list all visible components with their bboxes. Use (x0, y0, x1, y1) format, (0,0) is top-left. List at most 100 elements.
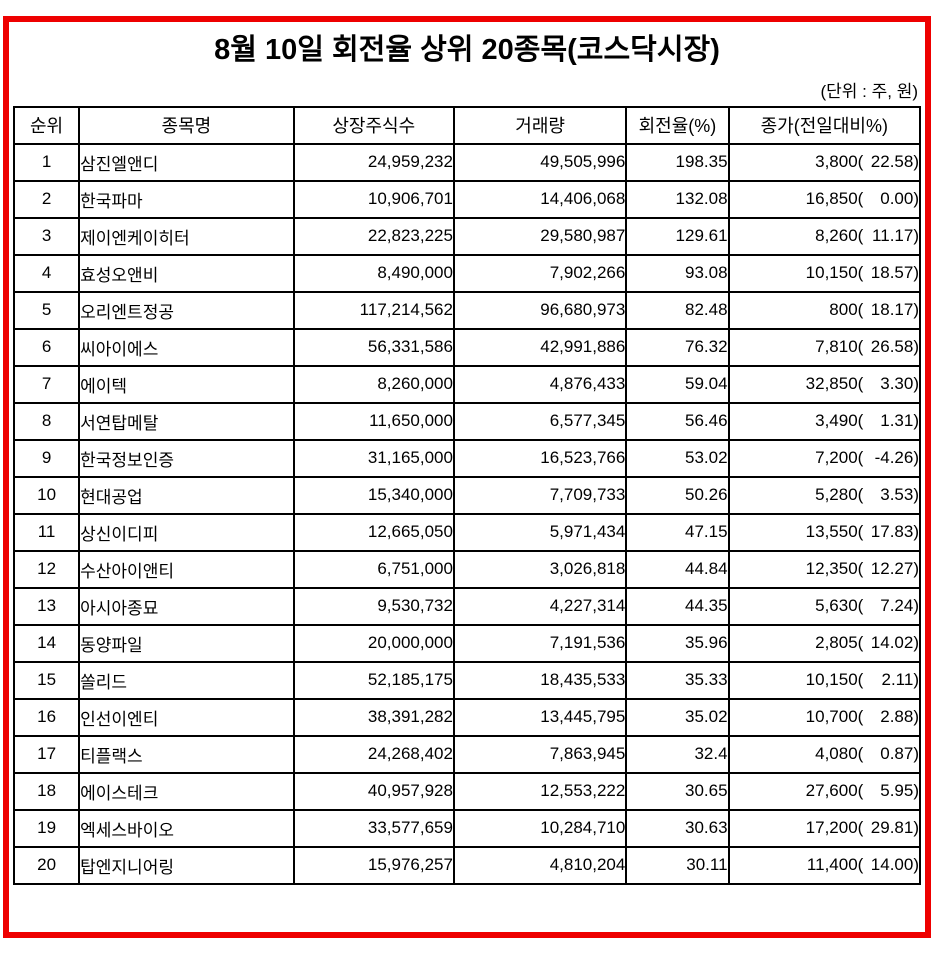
rank-cell: 11 (12, 512, 81, 552)
shares-cell: 33,577,659 (292, 808, 455, 848)
change-pct: 0.87 (880, 744, 914, 764)
table-row: 13 아시아종묘 9,530,732 4,227,314 44.35 5,630(7.24… (12, 586, 922, 626)
turnover-cell: 82.48 (625, 290, 730, 330)
turnover-cell: 53.02 (625, 438, 730, 478)
turnover-table: 순위 종목명 상장주식수 거래량 회전율(%) 종가(전일대비%) 1 삼진엘앤디… (12, 105, 922, 885)
report-frame: 8월 10일 회전율 상위 20종목(코스닥시장) (단위 : 주, 원) 순위… (3, 16, 931, 938)
turnover-cell: 30.11 (625, 845, 730, 885)
rank-cell: 5 (12, 290, 81, 330)
rank-cell: 16 (12, 697, 81, 737)
close-cell: 7,810(26.58) (727, 327, 922, 367)
rank-cell: 4 (12, 253, 81, 293)
close-cell: 5,280(3.53) (727, 475, 922, 515)
change-pct: 14.00 (870, 855, 914, 875)
change-pct: 2.88 (880, 707, 914, 727)
close-cell: 11,400(14.00) (727, 845, 922, 885)
change-pct: 22.58 (870, 152, 914, 172)
volume-cell: 18,435,533 (452, 660, 628, 700)
volume-cell: 7,863,945 (452, 734, 628, 774)
shares-cell: 10,906,701 (292, 179, 455, 219)
table-row: 14 동양파일 20,000,000 7,191,536 35.96 2,805(14.0… (12, 623, 922, 663)
name-cell: 상신이디피 (78, 512, 295, 552)
volume-cell: 7,709,733 (452, 475, 628, 515)
volume-cell: 7,191,536 (452, 623, 628, 663)
shares-cell: 11,650,000 (292, 401, 455, 441)
shares-cell: 8,490,000 (292, 253, 455, 293)
name-cell: 탑엔지니어링 (78, 845, 295, 885)
rank-cell: 9 (12, 438, 81, 478)
rank-cell: 2 (12, 179, 81, 219)
table-row: 19 엑세스바이오 33,577,659 10,284,710 30.63 17,200(… (12, 808, 922, 848)
volume-cell: 10,284,710 (452, 808, 628, 848)
rank-cell: 20 (12, 845, 81, 885)
volume-cell: 5,971,434 (452, 512, 628, 552)
table-row: 9 한국정보인증 31,165,000 16,523,766 53.02 7,200(-4… (12, 438, 922, 478)
close-cell: 3,490(1.31) (727, 401, 922, 441)
turnover-cell: 35.96 (625, 623, 730, 663)
volume-cell: 7,902,266 (452, 253, 628, 293)
page-title: 8월 10일 회전율 상위 20종목(코스닥시장) (214, 34, 720, 66)
table-row: 8 서연탑메탈 11,650,000 6,577,345 56.46 3,490(1.31… (12, 401, 922, 441)
change-pct: 7.24 (880, 596, 914, 616)
close-cell: 12,350(12.27) (727, 549, 922, 589)
name-cell: 서연탑메탈 (78, 401, 295, 441)
change-pct: -4.26 (874, 448, 914, 468)
volume-cell: 4,810,204 (452, 845, 628, 885)
turnover-cell: 129.61 (625, 216, 730, 256)
change-pct: 14.02 (870, 633, 914, 653)
volume-cell: 96,680,973 (452, 290, 628, 330)
rank-cell: 18 (12, 771, 81, 811)
shares-cell: 31,165,000 (292, 438, 455, 478)
name-cell: 효성오앤비 (78, 253, 295, 293)
shares-cell: 24,268,402 (292, 734, 455, 774)
change-pct: 1.31 (880, 411, 914, 431)
volume-cell: 4,876,433 (452, 364, 628, 404)
close-cell: 17,200(29.81) (727, 808, 922, 848)
close-cell: 2,805(14.02) (727, 623, 922, 663)
change-pct: 17.83 (870, 522, 914, 542)
table-row: 7 에이텍 8,260,000 4,876,433 59.04 32,850(3.30) (12, 364, 922, 404)
rank-cell: 12 (12, 549, 81, 589)
turnover-cell: 47.15 (625, 512, 730, 552)
shares-cell: 38,391,282 (292, 697, 455, 737)
turnover-cell: 198.35 (625, 142, 730, 182)
rank-cell: 7 (12, 364, 81, 404)
rank-cell: 17 (12, 734, 81, 774)
rank-cell: 13 (12, 586, 81, 626)
turnover-cell: 32.4 (625, 734, 730, 774)
shares-cell: 40,957,928 (292, 771, 455, 811)
shares-cell: 117,214,562 (292, 290, 455, 330)
name-cell: 엑세스바이오 (78, 808, 295, 848)
header-volume: 거래량 (452, 105, 628, 145)
shares-cell: 56,331,586 (292, 327, 455, 367)
turnover-cell: 132.08 (625, 179, 730, 219)
turnover-cell: 30.63 (625, 808, 730, 848)
table-row: 18 에이스테크 40,957,928 12,553,222 30.65 27,600(5… (12, 771, 922, 811)
table-row: 12 수산아이앤티 6,751,000 3,026,818 44.84 12,350(12… (12, 549, 922, 589)
shares-cell: 15,976,257 (292, 845, 455, 885)
volume-cell: 12,553,222 (452, 771, 628, 811)
volume-cell: 49,505,996 (452, 142, 628, 182)
change-pct: 18.57 (870, 263, 914, 283)
shares-cell: 52,185,175 (292, 660, 455, 700)
turnover-cell: 56.46 (625, 401, 730, 441)
turnover-cell: 30.65 (625, 771, 730, 811)
table-row: 11 상신이디피 12,665,050 5,971,434 47.15 13,550(17… (12, 512, 922, 552)
turnover-cell: 35.33 (625, 660, 730, 700)
header-row: 순위 종목명 상장주식수 거래량 회전율(%) 종가(전일대비%) (12, 105, 922, 145)
name-cell: 제이엔케이히터 (78, 216, 295, 256)
close-cell: 27,600(5.95) (727, 771, 922, 811)
header-turnover: 회전율(%) (625, 105, 730, 145)
table-row: 4 효성오앤비 8,490,000 7,902,266 93.08 10,150(18.5… (12, 253, 922, 293)
volume-cell: 4,227,314 (452, 586, 628, 626)
table-header: 순위 종목명 상장주식수 거래량 회전율(%) 종가(전일대비%) (12, 105, 922, 145)
shares-cell: 6,751,000 (292, 549, 455, 589)
table-row: 6 씨아이에스 56,331,586 42,991,886 76.32 7,810(26.… (12, 327, 922, 367)
rank-cell: 10 (12, 475, 81, 515)
name-cell: 오리엔트정공 (78, 290, 295, 330)
close-cell: 32,850(3.30) (727, 364, 922, 404)
name-cell: 수산아이앤티 (78, 549, 295, 589)
turnover-cell: 59.04 (625, 364, 730, 404)
close-cell: 8,260(11.17) (727, 216, 922, 256)
header-rank: 순위 (12, 105, 81, 145)
